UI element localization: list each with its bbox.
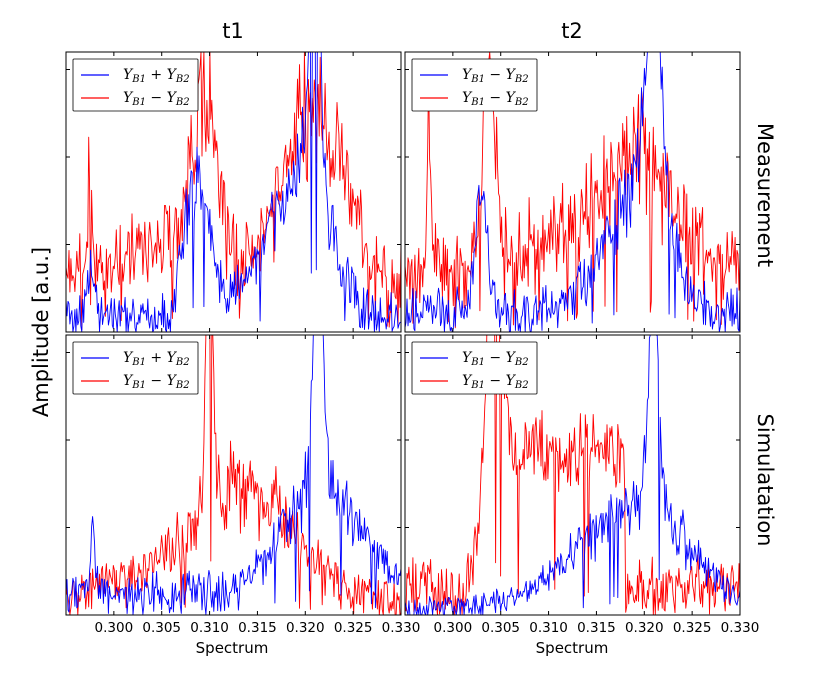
series-line-meas-t1-0 bbox=[66, 52, 401, 332]
x-tick-label-sim-t2-5: 0.325 bbox=[673, 620, 712, 636]
series-group-sim-t2 bbox=[405, 335, 740, 615]
x-tick-label-sim-t1-6: 0.330 bbox=[382, 620, 421, 636]
legend-label-meas-t2-1: YB1 − YB2 bbox=[462, 90, 529, 108]
panel-frame-sim-t2 bbox=[404, 334, 741, 616]
x-tick-label-sim-t2-6: 0.330 bbox=[721, 620, 760, 636]
series-line-meas-t2-0 bbox=[405, 52, 740, 332]
x-tick-label-sim-t2-4: 0.320 bbox=[625, 620, 664, 636]
series-line-sim-t2-0 bbox=[405, 335, 740, 615]
y-axis-label: Amplitude [a.u.] bbox=[29, 247, 53, 417]
x-tick-label-sim-t1-2: 0.310 bbox=[190, 620, 229, 636]
column-title-t1: t1 bbox=[222, 19, 244, 43]
panel-frame-meas-t2 bbox=[404, 51, 741, 333]
legend-label-meas-t1-1: YB1 − YB2 bbox=[123, 90, 190, 108]
x-axis-label-left: Spectrum bbox=[196, 639, 269, 657]
row-title-simulation: Simulatation bbox=[753, 414, 777, 547]
x-tick-label-sim-t1-4: 0.320 bbox=[286, 620, 325, 636]
series-line-meas-t2-1 bbox=[405, 52, 740, 329]
legend-sim-t1: YB1 + YB2 YB1 − YB2 bbox=[72, 341, 199, 395]
column-title-t2: t2 bbox=[561, 19, 583, 43]
series-group-meas-t2 bbox=[405, 52, 740, 332]
x-tick-label-sim-t1-1: 0.305 bbox=[142, 620, 181, 636]
panel-frame-meas-t1 bbox=[65, 51, 402, 333]
series-line-sim-t1-1 bbox=[66, 335, 401, 615]
series-line-meas-t1-1 bbox=[66, 52, 401, 331]
panel-meas-t2: YB1 − YB2 YB1 − YB2 bbox=[404, 51, 741, 333]
legend-label-sim-t1-0: YB1 + YB2 bbox=[123, 350, 190, 368]
x-tick-label-sim-t2-1: 0.305 bbox=[481, 620, 520, 636]
series-group-meas-t1 bbox=[66, 52, 401, 332]
x-tick-label-sim-t2-2: 0.310 bbox=[529, 620, 568, 636]
legend-label-sim-t1-1: YB1 − YB2 bbox=[123, 373, 190, 391]
panel-meas-t1: YB1 + YB2 YB1 − YB2 bbox=[65, 51, 402, 333]
x-tick-label-sim-t2-0: 0.300 bbox=[434, 620, 473, 636]
legend-meas-t1: YB1 + YB2 YB1 − YB2 bbox=[72, 58, 199, 112]
series-group-sim-t1 bbox=[66, 335, 401, 615]
row-title-measurement: Measurement bbox=[753, 123, 777, 267]
series-line-sim-t1-0 bbox=[66, 335, 401, 615]
panel-frame-sim-t1 bbox=[65, 334, 402, 616]
panel-sim-t2: 0.300 0.305 0.310 0.315 0.320 0.325 0.330 YB1 −… bbox=[404, 334, 760, 636]
x-tick-label-sim-t2-3: 0.315 bbox=[577, 620, 616, 636]
x-tick-label-sim-t1-5: 0.325 bbox=[334, 620, 373, 636]
x-tick-label-sim-t1-0: 0.300 bbox=[95, 620, 134, 636]
x-axis-label-right: Spectrum bbox=[536, 639, 609, 657]
legend-label-meas-t2-0: YB1 − YB2 bbox=[462, 67, 529, 85]
legend-sim-t2: YB1 − YB2 YB1 − YB2 bbox=[411, 341, 538, 395]
legend-label-sim-t2-1: YB1 − YB2 bbox=[462, 373, 529, 391]
x-tick-label-sim-t1-3: 0.315 bbox=[238, 620, 277, 636]
legend-label-meas-t1-0: YB1 + YB2 bbox=[123, 67, 190, 85]
panel-sim-t1: 0.300 0.305 0.310 0.315 0.320 0.325 0.330 YB1 +… bbox=[65, 334, 421, 636]
legend-meas-t2: YB1 − YB2 YB1 − YB2 bbox=[411, 58, 538, 112]
legend-label-sim-t2-0: YB1 − YB2 bbox=[462, 350, 529, 368]
